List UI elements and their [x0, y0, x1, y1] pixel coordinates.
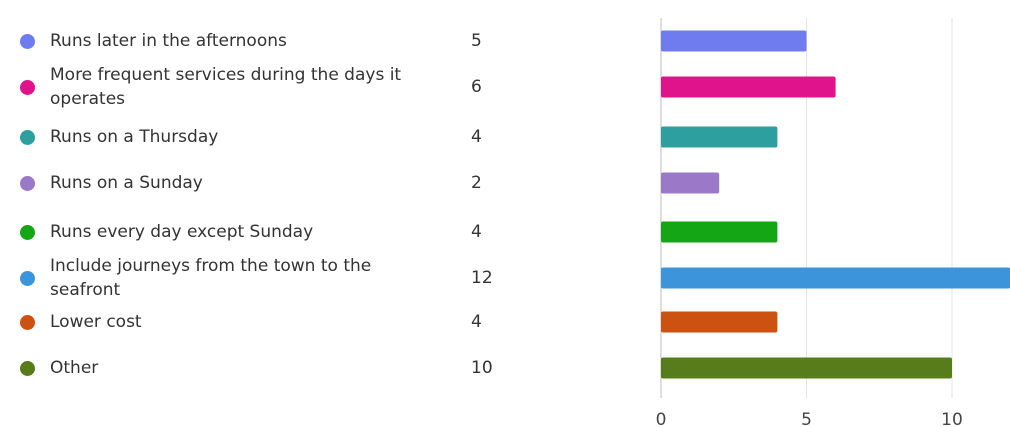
x-tick-label-0: 0 [656, 410, 667, 427]
bar-8 [661, 357, 952, 379]
legend-color-dot-icon [20, 129, 35, 145]
legend-color-dot-icon [20, 175, 35, 191]
legend-label: Include journeys from the town to the se… [50, 256, 372, 300]
bar-6 [661, 267, 1010, 289]
x-tick-label-5: 5 [801, 410, 812, 427]
bar-1 [661, 30, 807, 52]
legend-count: 2 [471, 173, 482, 193]
x-tick-label-10: 10 [941, 410, 963, 427]
legend-color-dot-icon [20, 79, 35, 95]
bar-5 [661, 221, 778, 243]
bar-2 [661, 76, 836, 98]
legend-count: 6 [471, 77, 482, 97]
legend-count: 5 [471, 31, 482, 51]
legend-color-dot-icon [20, 314, 35, 330]
bar-3 [661, 126, 778, 148]
legend-label: Runs on a Sunday [50, 173, 203, 193]
legend-label: Runs on a Thursday [50, 127, 219, 147]
legend-label: Runs later in the afternoons [50, 31, 287, 51]
legend-label: Runs every day except Sunday [50, 222, 314, 242]
legend-count: 12 [471, 268, 493, 288]
legend-label: More frequent services during the days i… [50, 65, 402, 109]
legend-count: 10 [471, 358, 493, 378]
legend-label: Other [50, 358, 99, 378]
legend-count: 4 [471, 127, 482, 147]
legend-color-dot-icon [20, 270, 35, 286]
legend-count: 4 [471, 222, 482, 242]
legend-color-dot-icon [20, 360, 35, 376]
chart-legend: Runs later in the afternoons 5 More freque… [20, 31, 493, 378]
legend-color-dot-icon [20, 33, 35, 49]
bar-7 [661, 311, 778, 333]
legend-count: 4 [471, 312, 482, 332]
bar-4 [661, 172, 720, 194]
legend-label: Lower cost [50, 312, 142, 332]
legend-color-dot-icon [20, 224, 35, 240]
